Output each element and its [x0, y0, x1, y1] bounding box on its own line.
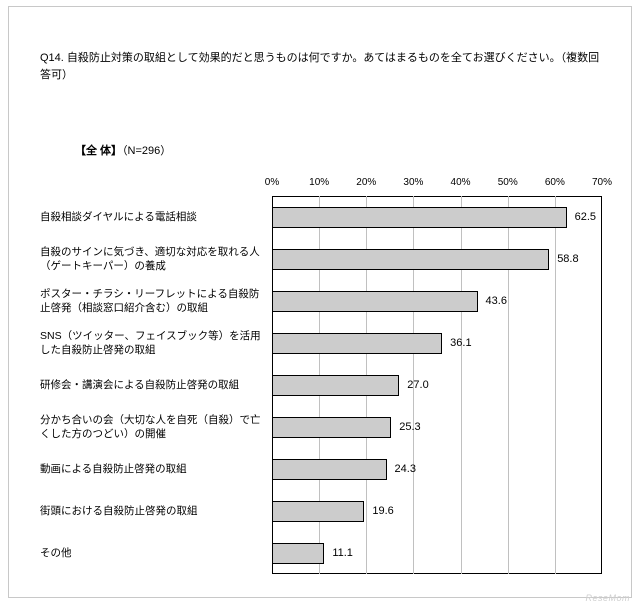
bar-value: 36.1: [450, 337, 471, 349]
bar-value: 24.3: [395, 463, 416, 475]
subhead-n: （N=296）: [122, 145, 171, 157]
subhead-group: 【全 体】: [75, 145, 122, 157]
plot-area: 0%10%20%30%40%50%60%70%62.558.843.636.12…: [272, 174, 602, 574]
row-label: 研修会・講演会による自殺防止啓発の取組: [40, 378, 265, 392]
x-tick-label: 0%: [265, 177, 279, 188]
gridline: [555, 196, 556, 574]
x-tick-label: 40%: [451, 177, 471, 188]
bar: [272, 459, 387, 480]
bar: [272, 501, 364, 522]
bar-value: 19.6: [372, 505, 393, 517]
row-label: 自殺相談ダイヤルによる電話相談: [40, 210, 265, 224]
x-tick-label: 70%: [592, 177, 612, 188]
x-tick-label: 50%: [498, 177, 518, 188]
bar: [272, 417, 391, 438]
row-label: その他: [40, 546, 265, 560]
bar: [272, 249, 549, 270]
question-text: Q14. 自殺防止対策の取組として効果的だと思うものは何ですか。あてはまるものを…: [40, 50, 610, 83]
row-label: 自殺のサインに気づき、適切な対応を取れる人（ゲートキーパー）の養成: [40, 245, 265, 273]
bar: [272, 375, 399, 396]
bar: [272, 207, 567, 228]
row-label: 分かち合いの会（大切な人を自死（自殺）で亡くした方のつどい）の開催: [40, 413, 265, 441]
bar-value: 58.8: [557, 253, 578, 265]
row-label: ポスター・チラシ・リーフレットによる自殺防止啓発（相談窓口紹介含む）の取組: [40, 287, 265, 315]
bar-value: 11.1: [332, 547, 353, 559]
bar-value: 62.5: [575, 211, 596, 223]
bar-value: 27.0: [407, 379, 428, 391]
watermark: ReseMom: [585, 593, 630, 603]
row-label: 街頭における自殺防止啓発の取組: [40, 504, 265, 518]
row-label: 動画による自殺防止啓発の取組: [40, 462, 265, 476]
subhead: 【全 体】（N=296）: [75, 142, 171, 158]
bar-value: 43.6: [486, 295, 507, 307]
bar: [272, 543, 324, 564]
bar-chart: 自殺相談ダイヤルによる電話相談自殺のサインに気づき、適切な対応を取れる人（ゲート…: [40, 174, 605, 574]
bar-value: 25.3: [399, 421, 420, 433]
row-label: SNS（ツイッター、フェイスブック等）を活用した自殺防止啓発の取組: [40, 329, 265, 357]
bar: [272, 291, 478, 312]
x-tick-label: 60%: [545, 177, 565, 188]
x-tick-label: 10%: [309, 177, 329, 188]
bar: [272, 333, 442, 354]
x-tick-label: 20%: [356, 177, 376, 188]
x-tick-label: 30%: [403, 177, 423, 188]
